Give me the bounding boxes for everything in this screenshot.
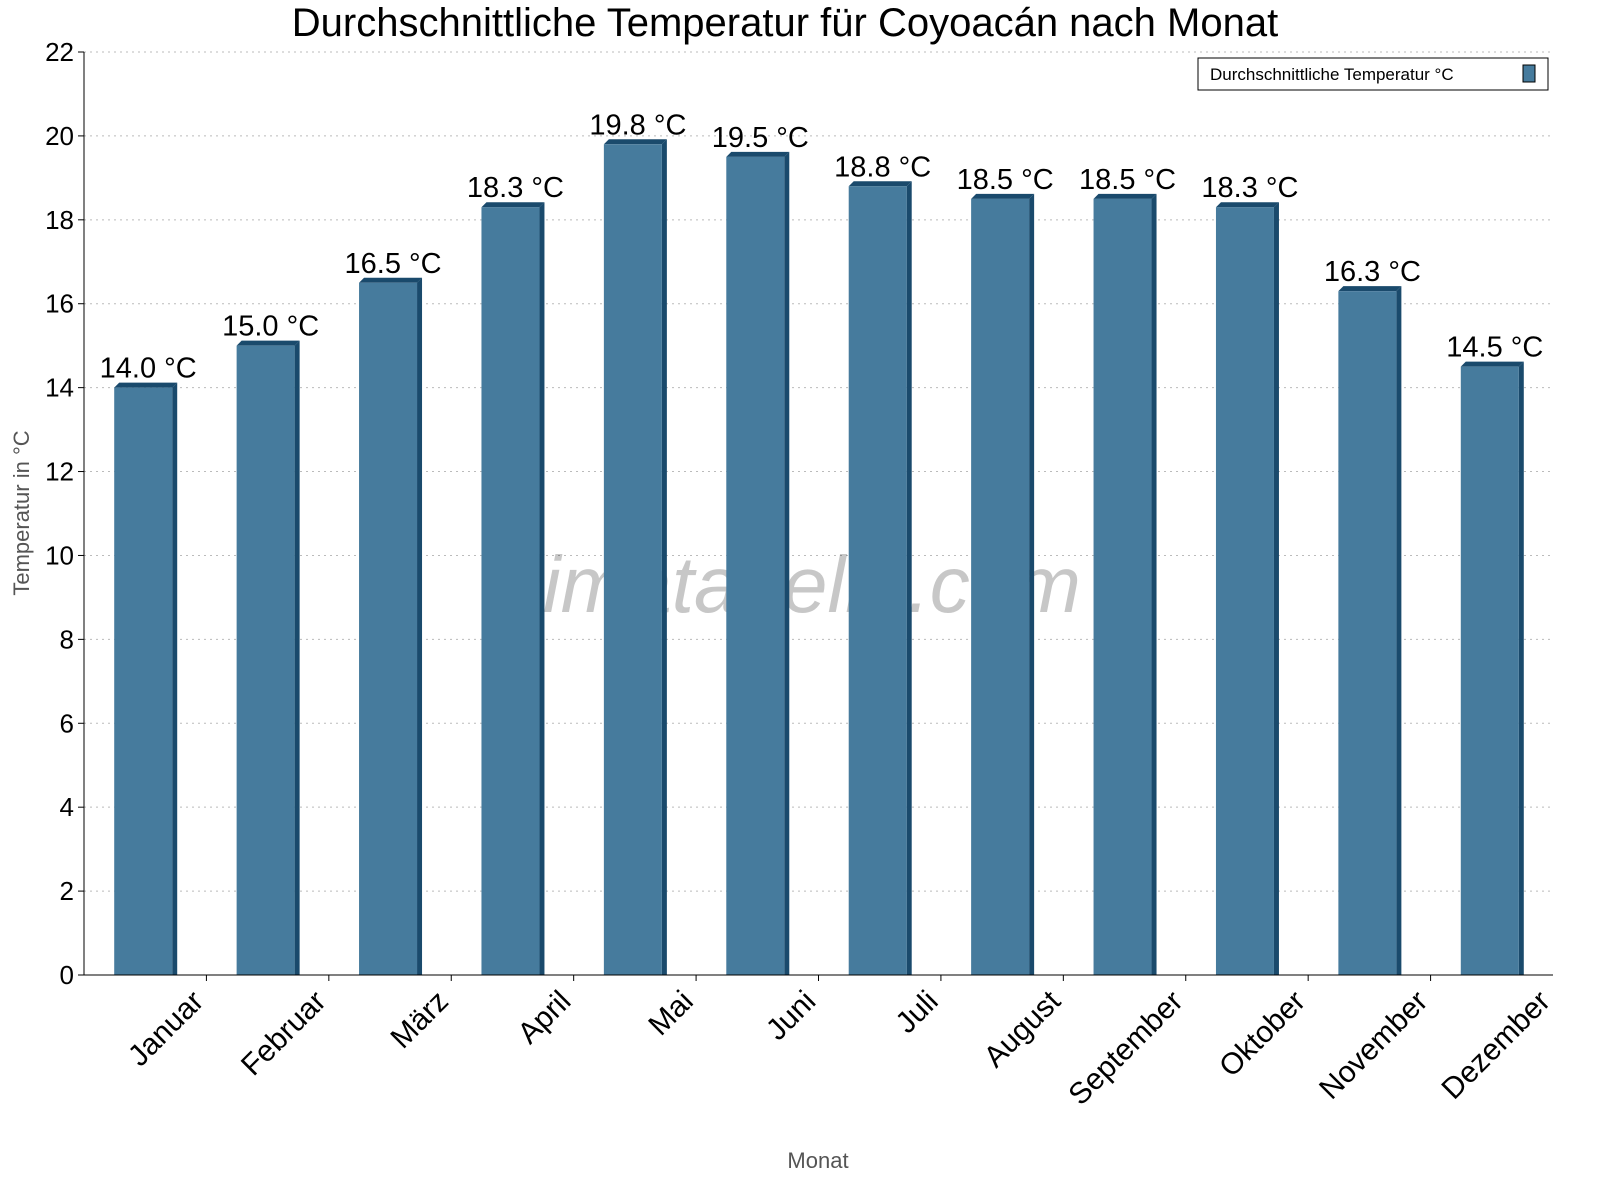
gridlines (84, 51, 1553, 892)
bar (114, 382, 178, 975)
bar-top (848, 181, 912, 187)
bar-side (539, 202, 545, 975)
bar (1215, 202, 1279, 975)
bars: 14.0 °C 15.0 °C 16.5 °C 18.3 °C 19.8 °C 19.5 … (100, 109, 1543, 976)
x-tick-label: September (1062, 985, 1189, 1112)
bar-side (784, 151, 790, 976)
x-tick-label: Oktober (1213, 985, 1312, 1084)
x-tick-label: Mai (642, 985, 700, 1043)
data-label: 18.3 °C (467, 172, 564, 204)
bar-front (236, 345, 295, 975)
bar (848, 181, 912, 976)
bar-top (726, 151, 790, 157)
bar-side (294, 340, 300, 975)
y-tick-label: 8 (60, 624, 74, 654)
bar-top (1093, 193, 1157, 199)
bar-side (906, 181, 912, 976)
y-tick-label: 10 (45, 540, 74, 570)
data-label: 18.5 °C (957, 164, 1054, 196)
bar-top (971, 193, 1035, 199)
bar (1338, 286, 1402, 976)
bar-side (661, 139, 667, 976)
bar-front (726, 156, 785, 976)
bar-front (481, 207, 540, 975)
x-tick-label: Februar (235, 985, 333, 1083)
data-label: 14.0 °C (100, 353, 197, 385)
bar-side (1151, 193, 1157, 975)
legend-label: Durchschnittliche Temperatur °C (1210, 65, 1454, 84)
x-tick-label: Dezember (1436, 985, 1557, 1106)
bar-top (603, 139, 667, 145)
bar-side (1518, 361, 1524, 976)
bar (1460, 361, 1524, 976)
bar-front (603, 144, 662, 976)
bar-front (848, 186, 907, 976)
bar-side (1029, 193, 1035, 975)
legend-box (1197, 57, 1549, 91)
y-tick-label: 22 (45, 37, 74, 67)
bar (726, 151, 790, 976)
bar-top (481, 202, 545, 208)
data-label: 16.3 °C (1324, 256, 1421, 288)
x-tick-label: Januar (122, 985, 210, 1073)
bar-top (1338, 286, 1402, 292)
data-label: 19.5 °C (712, 122, 809, 154)
bar (236, 340, 300, 975)
bar-side (1273, 202, 1279, 975)
bar-top (1460, 361, 1524, 367)
bar-front (1338, 291, 1397, 976)
y-tick-label: 14 (45, 373, 74, 403)
bar-front (1460, 366, 1519, 976)
bar-front (359, 282, 418, 975)
bar (481, 202, 545, 975)
bar (1093, 193, 1157, 975)
legend[interactable]: Durchschnittliche Temperatur °C (1197, 57, 1549, 91)
x-tick-label: Juni (760, 985, 822, 1047)
y-tick-label: 4 (60, 792, 74, 822)
bar-top (1215, 202, 1279, 208)
bar (359, 277, 423, 975)
x-tick-label: Juli (889, 985, 944, 1040)
y-tick-label: 0 (60, 960, 74, 990)
data-label: 18.5 °C (1079, 164, 1176, 196)
x-tick-label: November (1313, 985, 1434, 1106)
y-tick-label: 20 (45, 121, 74, 151)
x-tick-label: April (512, 985, 578, 1051)
x-tick-label: März (385, 985, 455, 1055)
bar-top (236, 340, 300, 346)
bar-side (172, 382, 178, 975)
legend-swatch (1522, 64, 1536, 83)
bar-top (114, 382, 178, 388)
y-tick-label: 12 (45, 457, 74, 487)
data-label: 16.5 °C (345, 248, 442, 280)
y-tick-label: 18 (45, 205, 74, 235)
y-tick-label: 16 (45, 289, 74, 319)
bar-side (417, 277, 423, 975)
data-label: 18.8 °C (834, 151, 931, 183)
bar-side (1396, 286, 1402, 976)
bar-front (1093, 198, 1152, 975)
bar-top (359, 277, 423, 283)
data-label: 14.5 °C (1446, 332, 1543, 364)
chart-title: Durchschnittliche Temperatur für Coyoacá… (292, 1, 1278, 45)
y-axis-label: Temperatur in °C (9, 430, 34, 595)
data-label: 19.8 °C (589, 109, 686, 141)
bar-front (114, 387, 173, 975)
data-label: 18.3 °C (1201, 172, 1298, 204)
y-tick-label: 2 (60, 876, 74, 906)
bar (971, 193, 1035, 975)
x-tick-label: August (978, 984, 1068, 1074)
bar-front (971, 198, 1030, 975)
data-label: 15.0 °C (222, 311, 319, 343)
y-tick-label: 6 (60, 708, 74, 738)
x-axis-label: Monat (787, 1148, 848, 1173)
bar (603, 139, 667, 976)
bar-front (1215, 207, 1274, 975)
